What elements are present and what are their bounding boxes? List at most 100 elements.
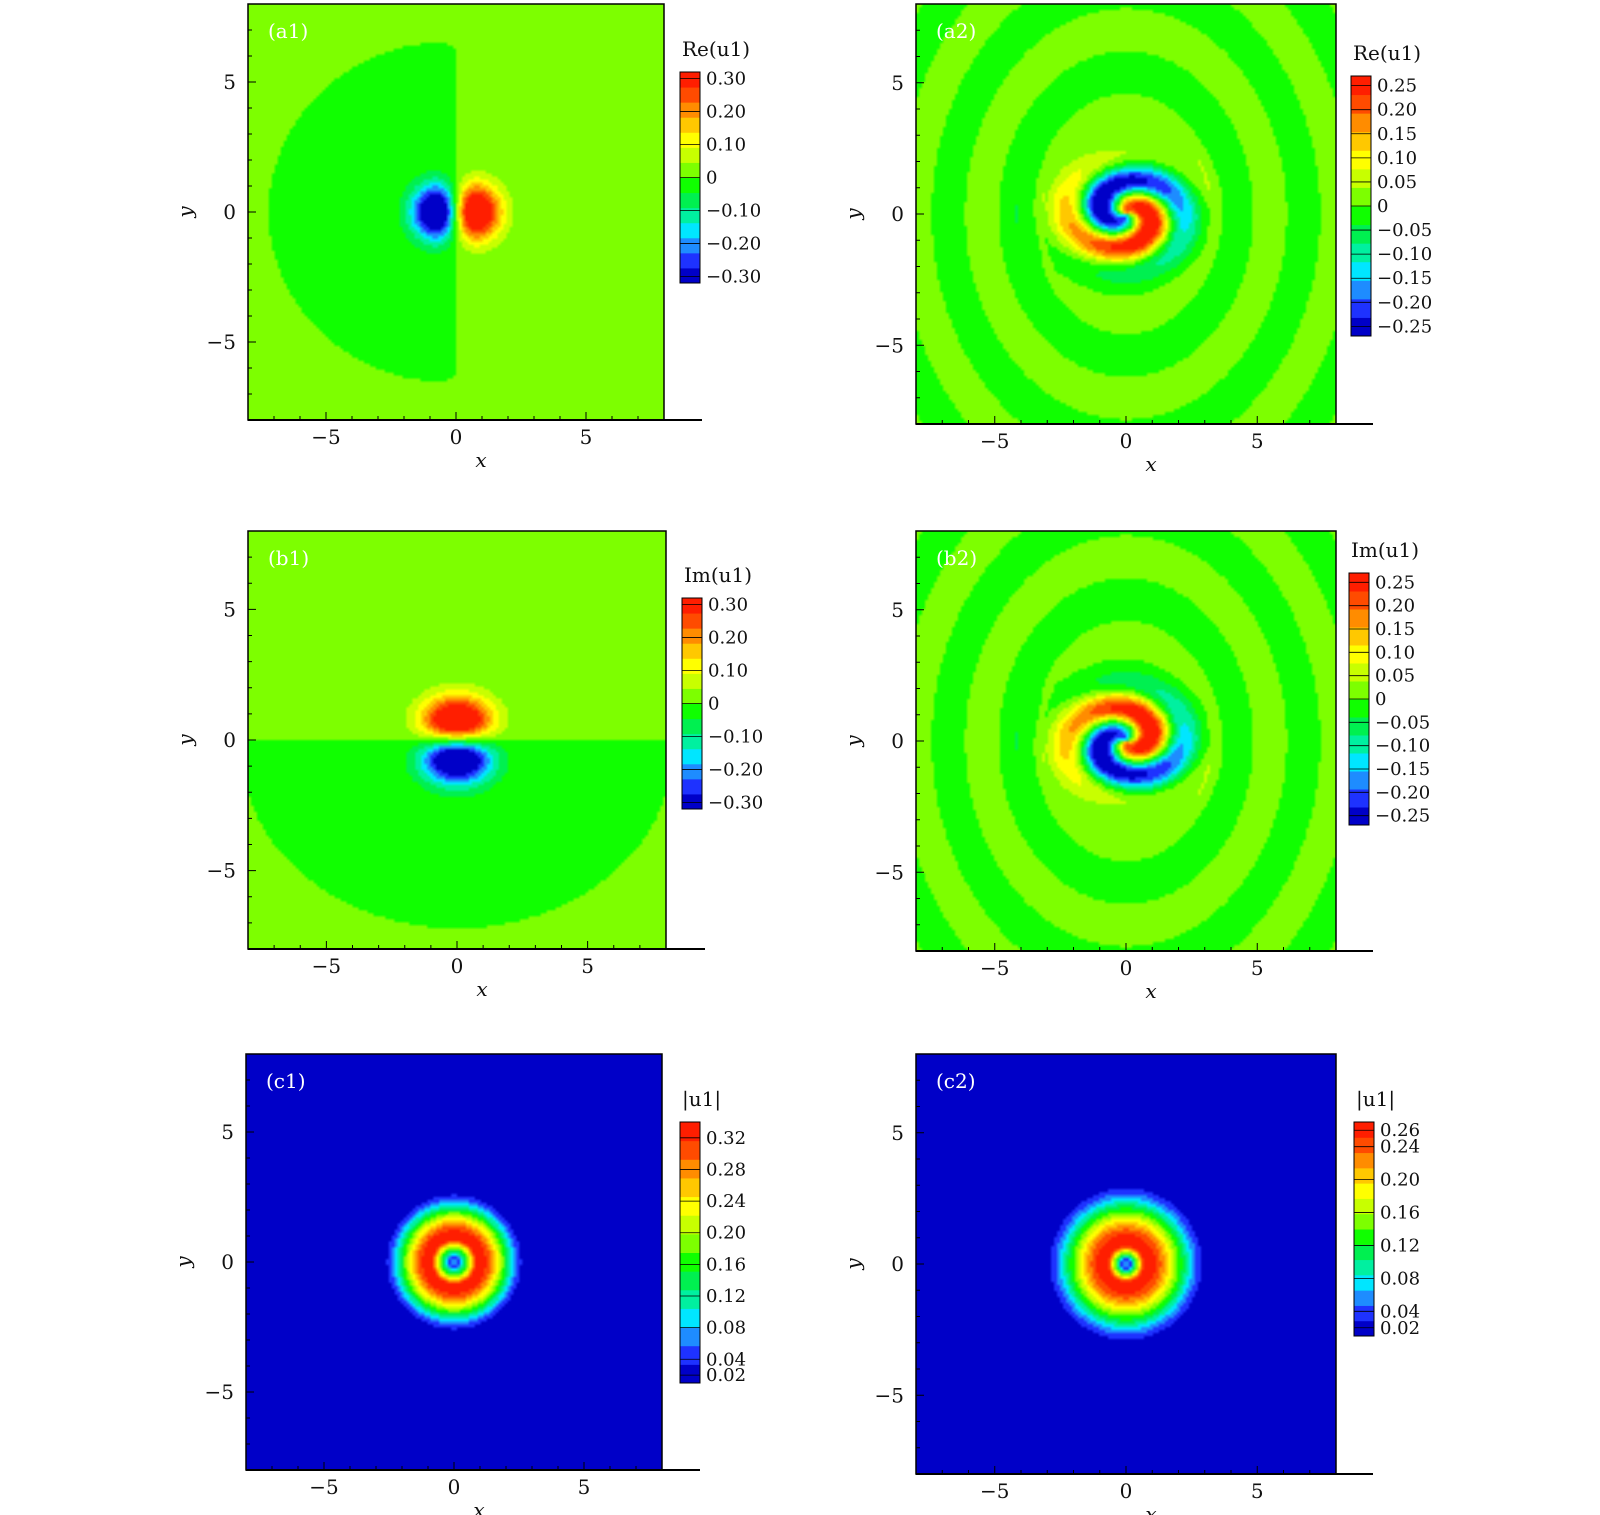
panel-label: (c2) bbox=[936, 1069, 976, 1093]
heatmap-a1 bbox=[248, 4, 664, 420]
colorbar-swatch bbox=[1349, 699, 1369, 718]
colorbar-tick-label: 0.12 bbox=[1380, 1235, 1420, 1256]
x-axis-label: x bbox=[476, 977, 487, 1001]
x-tick-label: 5 bbox=[581, 954, 594, 978]
colorbar-tick-label: 0.20 bbox=[708, 628, 748, 649]
colorbar-swatch bbox=[680, 1140, 700, 1160]
panel-b1: −5 0 5 −5 0 5 x y (b1) 0.30 0.20 0.10 0 −0.10 −0.20 −0.… bbox=[173, 530, 763, 1001]
colorbar-swatch bbox=[680, 1252, 700, 1272]
colorbar-title: Re(u1) bbox=[1353, 41, 1421, 65]
y-tick-label: 5 bbox=[891, 598, 904, 622]
colorbar-swatch bbox=[1351, 113, 1371, 133]
panel-a2: −5 0 5 −5 0 5 x y (a2) 0.25 0.20 0.15 0.10 0.05 0 −0.05… bbox=[841, 3, 1432, 476]
y-axis-label: y bbox=[171, 1256, 195, 1269]
colorbar-swatch bbox=[680, 237, 700, 254]
colorbar-swatch bbox=[1354, 1259, 1374, 1276]
colorbar-swatch bbox=[1351, 168, 1371, 188]
colorbar-swatch bbox=[1351, 317, 1371, 337]
colorbar-swatch bbox=[682, 733, 702, 750]
colorbar-swatch bbox=[680, 192, 700, 209]
colorbar-tick-label: 0.30 bbox=[708, 595, 748, 616]
panel-a1: −5 0 5 −5 0 5 x y (a1) 0.30 0.20 0.10 0 −0.10 −0.20 −0.… bbox=[173, 3, 761, 472]
colorbar-tick-label: 0 bbox=[708, 694, 719, 715]
y-tick-label: 5 bbox=[221, 1120, 234, 1144]
colorbar-swatch bbox=[1351, 206, 1371, 226]
y-tick-label: −5 bbox=[875, 860, 904, 884]
y-tick-label: −5 bbox=[207, 330, 236, 354]
colorbar-swatch bbox=[682, 658, 702, 674]
colorbar-b2: 0.250.200.150.100.050−0.05−0.10−0.15−0.2… bbox=[1348, 538, 1430, 827]
x-tick-label: 5 bbox=[578, 1475, 591, 1499]
colorbar-c1: 0.32 0.28 0.24 0.20 0.16 0.12 0.08 0.040.02 |u1| bbox=[679, 1087, 746, 1386]
colorbar-swatch bbox=[682, 613, 702, 629]
colorbar-swatch bbox=[682, 673, 702, 689]
colorbar-title: Re(u1) bbox=[682, 37, 750, 61]
panel-label: (a1) bbox=[268, 19, 308, 43]
y-tick-label: −5 bbox=[875, 1383, 904, 1407]
colorbar-swatch bbox=[1349, 717, 1369, 736]
colorbar-tick-label: 0.24 bbox=[1380, 1137, 1420, 1158]
colorbar-title: |u1| bbox=[1356, 1087, 1395, 1112]
colorbar-swatch bbox=[680, 1233, 700, 1253]
colorbar-tick-label: 0.30 bbox=[706, 69, 746, 90]
x-tick-label: 0 bbox=[1120, 956, 1133, 980]
panel-c2: −5 0 5−505xy(c2)0.260.240.200.160.120.080.… bbox=[841, 1053, 1420, 1515]
colorbar-swatch bbox=[680, 132, 700, 148]
colorbar-swatch bbox=[680, 1177, 700, 1198]
colorbar-swatch bbox=[680, 1196, 700, 1216]
colorbar-c2: 0.260.24 0.20 0.16 0.12 0.08 0.040.02 |u1| bbox=[1353, 1087, 1420, 1339]
y-axis-label: y bbox=[173, 206, 197, 219]
x-tick-label: 0 bbox=[1120, 429, 1133, 453]
colorbar-swatch bbox=[1349, 627, 1369, 646]
heatmap-b2 bbox=[916, 531, 1336, 951]
colorbar-swatch bbox=[682, 643, 702, 659]
x-axis-label: x bbox=[1145, 452, 1156, 476]
colorbar-title: Im(u1) bbox=[1351, 538, 1419, 562]
colorbar-tick-label: 0.16 bbox=[706, 1254, 746, 1275]
colorbar-tick-label: 0 bbox=[1377, 196, 1388, 217]
colorbar-swatch bbox=[1354, 1167, 1374, 1184]
colorbar-swatch bbox=[1349, 591, 1369, 610]
colorbar-swatch bbox=[682, 748, 702, 765]
colorbar-tick-label: 0.20 bbox=[1375, 596, 1415, 617]
colorbar-swatch bbox=[680, 102, 700, 118]
colorbar-swatch bbox=[1351, 131, 1371, 151]
colorbar-swatch bbox=[680, 1308, 700, 1328]
colorbar-swatch bbox=[1354, 1137, 1374, 1154]
colorbar-tick-label: 0.05 bbox=[1377, 172, 1417, 193]
colorbar-swatch bbox=[680, 72, 700, 88]
x-tick-label: −5 bbox=[980, 956, 1009, 980]
y-tick-label: 5 bbox=[223, 597, 236, 621]
colorbar-tick-label: −0.05 bbox=[1375, 712, 1430, 733]
panel-c1: −5 0 5−505xy(c1)0.320.280.240.200.160.120.… bbox=[171, 1053, 746, 1515]
colorbar-swatch bbox=[1354, 1305, 1374, 1322]
panel-label: (c1) bbox=[266, 1069, 306, 1093]
colorbar-a2: 0.25 0.20 0.15 0.10 0.05 0 −0.05 −0.10 −0.15 −0.2… bbox=[1350, 41, 1432, 337]
x-tick-label: 5 bbox=[1251, 429, 1264, 453]
x-axis-label: x bbox=[475, 448, 486, 472]
colorbar-swatch bbox=[680, 177, 700, 194]
colorbar-swatch bbox=[1349, 807, 1369, 826]
colorbar-tick-label: −0.10 bbox=[706, 200, 761, 221]
colorbar-swatch bbox=[1351, 187, 1371, 207]
x-tick-label: −5 bbox=[311, 425, 340, 449]
heatmap-a2 bbox=[916, 4, 1336, 424]
colorbar-swatch bbox=[1354, 1290, 1374, 1306]
x-tick-label: 0 bbox=[450, 425, 463, 449]
colorbar-swatch bbox=[1349, 753, 1369, 772]
colorbar-frame bbox=[679, 1121, 701, 1384]
y-tick-label: −5 bbox=[207, 859, 236, 883]
colorbar-tick-label: −0.20 bbox=[708, 759, 763, 780]
colorbar-swatch bbox=[1354, 1244, 1374, 1261]
colorbar-swatch bbox=[682, 703, 702, 720]
colorbar-tick-label: −0.10 bbox=[1377, 244, 1432, 265]
colorbar-tick-label: 0.08 bbox=[706, 1318, 746, 1339]
x-tick-label: −5 bbox=[980, 1479, 1009, 1503]
colorbar-tick-label: 0.15 bbox=[1377, 124, 1417, 145]
x-tick-label: 5 bbox=[580, 425, 593, 449]
panel-label: (b2) bbox=[936, 546, 977, 570]
colorbar-tick-label: 0.02 bbox=[1380, 1318, 1420, 1339]
colorbar-tick-label: −0.20 bbox=[1377, 292, 1432, 313]
colorbar-a1: 0.30 0.20 0.10 0 −0.10 −0.20 −0.30 Re(u1) bbox=[679, 37, 761, 287]
